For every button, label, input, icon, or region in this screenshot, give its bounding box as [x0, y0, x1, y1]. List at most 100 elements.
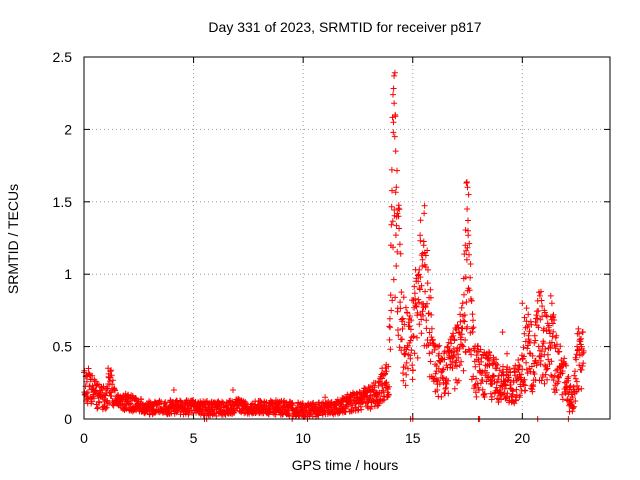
data-point — [421, 249, 428, 256]
data-point — [431, 342, 438, 348]
data-point — [532, 337, 539, 344]
data-point — [573, 356, 580, 363]
data-point — [462, 242, 469, 249]
data-point — [419, 263, 426, 269]
x-tick-label: 20 — [515, 430, 531, 446]
data-point — [549, 373, 556, 380]
data-point — [471, 383, 478, 389]
data-point — [428, 325, 435, 332]
data-point — [424, 337, 431, 343]
data-point — [571, 372, 578, 379]
data-point — [395, 213, 402, 220]
data-point — [402, 304, 409, 311]
data-point — [417, 232, 424, 239]
data-point — [464, 184, 471, 191]
data-point — [422, 304, 429, 311]
data-point — [532, 319, 539, 325]
data-point — [535, 324, 542, 331]
data-point — [458, 331, 465, 338]
data-point — [548, 358, 555, 365]
y-tick-label: 2 — [64, 121, 72, 137]
data-point — [575, 325, 582, 332]
data-point — [524, 345, 531, 352]
data-point — [397, 250, 404, 257]
data-point — [420, 242, 427, 249]
data-point — [556, 374, 562, 381]
data-point — [108, 372, 115, 379]
data-point — [432, 370, 439, 377]
data-point — [83, 378, 90, 385]
data-point — [406, 323, 413, 330]
data-point — [407, 337, 414, 344]
data-point — [438, 393, 445, 400]
data-point — [455, 377, 462, 384]
data-point — [529, 388, 536, 395]
data-point — [460, 317, 467, 324]
data-point — [513, 386, 520, 393]
data-point — [531, 371, 538, 377]
data-point — [407, 355, 414, 362]
data-point — [391, 133, 398, 140]
data-point — [392, 148, 399, 155]
data-point — [499, 329, 506, 336]
data-point — [524, 370, 531, 377]
data-point — [392, 294, 399, 301]
data-point — [91, 395, 97, 402]
data-point — [403, 371, 410, 378]
data-point — [388, 307, 395, 314]
data-point — [390, 276, 397, 283]
data-point — [561, 355, 568, 362]
data-point — [568, 391, 575, 398]
data-point — [502, 395, 509, 401]
x-tick-label: 5 — [190, 430, 198, 446]
data-point — [448, 340, 455, 347]
data-point — [458, 304, 465, 311]
data-point — [386, 315, 393, 322]
data-point — [513, 397, 520, 404]
data-point — [546, 327, 553, 333]
data-point — [391, 207, 398, 213]
data-point — [400, 377, 407, 384]
data-point — [396, 241, 403, 248]
data-point — [521, 353, 527, 360]
data-point — [553, 341, 560, 348]
data-point — [466, 251, 472, 258]
data-point — [407, 326, 414, 333]
data-point — [399, 325, 406, 332]
data-point — [486, 357, 493, 364]
data-point — [426, 329, 433, 336]
data-point — [569, 394, 576, 401]
data-point — [390, 91, 396, 98]
data-point — [515, 357, 522, 363]
y-tick-label: 2.5 — [53, 49, 73, 65]
data-point — [466, 347, 473, 354]
data-point — [520, 344, 527, 351]
data-point — [387, 292, 394, 299]
data-point — [521, 330, 528, 337]
data-point — [459, 300, 466, 307]
data-point — [477, 380, 484, 387]
data-point — [428, 311, 435, 318]
data-point — [442, 379, 449, 386]
data-point — [538, 297, 545, 304]
data-point — [578, 335, 585, 342]
data-point — [533, 312, 540, 319]
data-point — [417, 237, 424, 244]
data-point — [386, 336, 393, 343]
data-point — [371, 384, 378, 391]
data-point — [109, 381, 116, 388]
data-point — [573, 351, 580, 358]
data-point — [445, 390, 452, 397]
data-point — [409, 362, 416, 369]
data-point — [479, 368, 486, 375]
data-point — [526, 328, 533, 335]
x-tick-label: 0 — [80, 430, 88, 446]
data-point — [395, 332, 402, 339]
data-point — [421, 210, 428, 217]
data-point — [390, 119, 397, 126]
data-point — [504, 390, 511, 397]
data-point — [405, 365, 411, 372]
data-point — [417, 274, 424, 281]
data-point — [102, 405, 109, 412]
data-point — [512, 362, 519, 369]
